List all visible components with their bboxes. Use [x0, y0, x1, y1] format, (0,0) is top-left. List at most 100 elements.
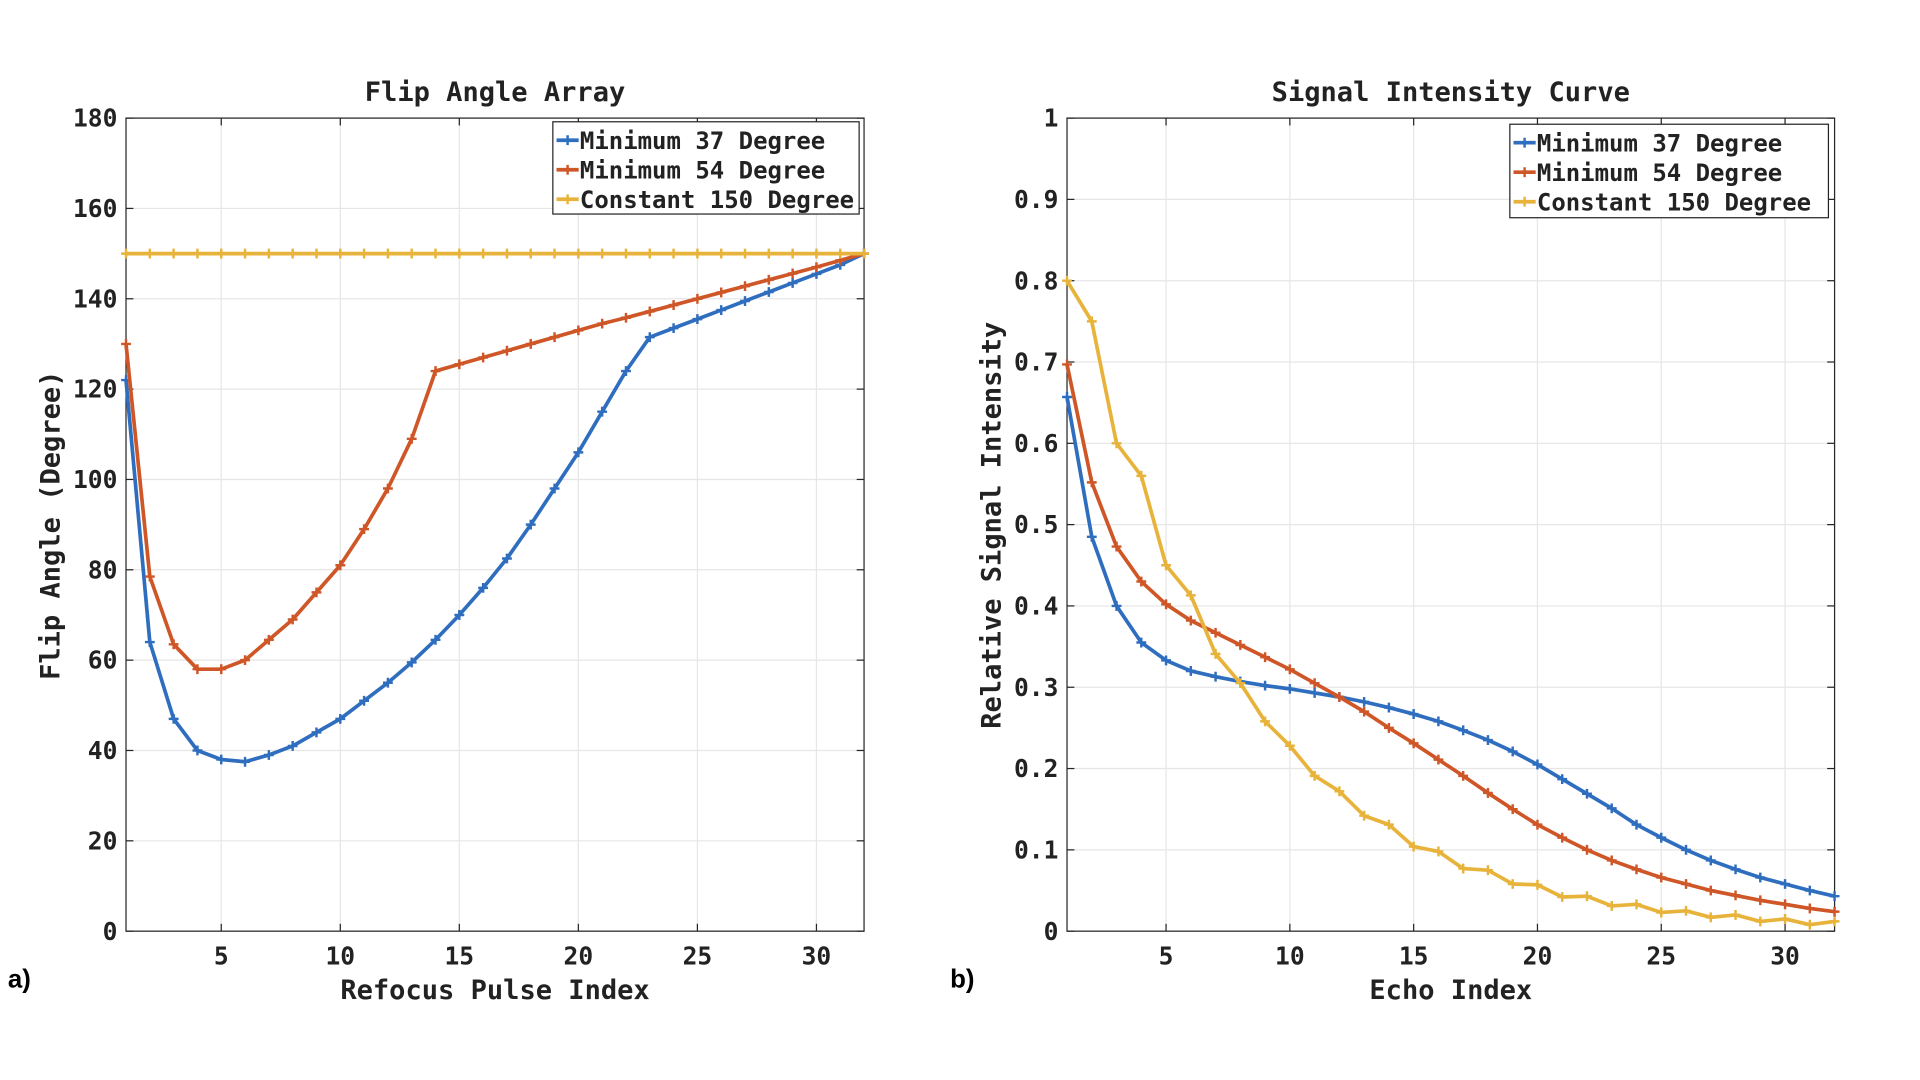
- data-point-marker: [692, 314, 703, 325]
- data-point-marker: [740, 281, 750, 292]
- data-point-marker: [1383, 819, 1394, 830]
- data-point-marker: [1284, 683, 1295, 694]
- legend-entry: Minimum 37 Degree: [1537, 129, 1782, 157]
- data-point-marker: [1210, 648, 1221, 659]
- data-point-marker: [1408, 709, 1419, 719]
- legend-marker: [1519, 196, 1530, 207]
- data-point-marker: [168, 248, 179, 259]
- legend-marker: [1519, 137, 1530, 148]
- y-tick-label: 80: [88, 555, 118, 584]
- data-point-marker: [1730, 864, 1741, 875]
- chart-2: 5 10 15 20 25 30 0 0.1 0.2 0.3 0.4 0.5 0.6 0.7 0.8 0.9 1…: [977, 77, 1840, 1006]
- y-axis-label: Flip Angle (Degree): [36, 371, 67, 680]
- data-point-marker: [1557, 832, 1568, 843]
- data-point-marker: [1458, 863, 1469, 874]
- data-point-marker: [478, 352, 489, 363]
- data-point-marker: [549, 248, 560, 259]
- data-point-marker: [1111, 601, 1122, 611]
- data-point-marker: [454, 359, 465, 370]
- data-point-marker: [335, 560, 346, 571]
- legend-entry: Minimum 54 Degree: [580, 156, 825, 184]
- data-point-marker: [835, 248, 846, 259]
- data-point-marker: [644, 248, 655, 259]
- y-tick-label: 0.1: [1014, 835, 1058, 864]
- data-point-marker: [668, 323, 679, 334]
- legend-marker: [562, 164, 573, 175]
- data-point-marker: [502, 345, 512, 356]
- data-point-marker: [1062, 392, 1072, 402]
- data-point-marker: [668, 248, 679, 259]
- data-point-marker: [406, 248, 417, 259]
- data-point-marker: [430, 366, 441, 376]
- data-point-marker: [144, 571, 155, 582]
- legend-entry: Constant 150 Degree: [580, 186, 854, 214]
- series-line: [1065, 279, 1835, 927]
- data-point-marker: [335, 713, 346, 724]
- data-point-marker: [1458, 725, 1469, 736]
- data-point-marker: [573, 447, 584, 458]
- series-minimum-37-degree: [1062, 392, 1840, 902]
- x-axis-label: Refocus Pulse Index: [340, 975, 649, 1006]
- data-point-marker: [763, 248, 774, 259]
- y-tick-label: 140: [73, 284, 117, 313]
- data-point-marker: [1433, 846, 1444, 857]
- data-point-marker: [1606, 803, 1617, 814]
- data-point-marker: [359, 524, 370, 535]
- data-point-marker: [1086, 316, 1097, 327]
- data-point-marker: [382, 248, 393, 259]
- data-point-marker: [216, 664, 227, 675]
- data-point-marker: [1062, 359, 1072, 370]
- data-point-marker: [287, 248, 298, 259]
- data-point-marker: [1705, 912, 1716, 923]
- legend-entry: Minimum 37 Degree: [580, 127, 825, 155]
- y-tick-label: 0.8: [1014, 266, 1058, 295]
- x-tick-label: 25: [683, 941, 713, 970]
- data-point-marker: [1829, 891, 1840, 902]
- data-point-marker: [1260, 652, 1271, 663]
- data-point-marker: [263, 634, 274, 645]
- x-axis-label: Echo Index: [1369, 975, 1532, 1006]
- x-tick-label: 5: [214, 941, 229, 970]
- data-point-marker: [1359, 810, 1370, 821]
- data-point-marker: [287, 741, 298, 751]
- y-tick-label: 0.7: [1014, 348, 1058, 377]
- data-point-marker: [240, 248, 250, 259]
- data-point-marker: [692, 248, 703, 259]
- data-point-marker: [1408, 841, 1419, 852]
- data-point-marker: [1359, 696, 1370, 707]
- data-point-marker: [454, 248, 465, 259]
- data-point-marker: [1730, 909, 1741, 920]
- data-point-marker: [1631, 819, 1642, 830]
- data-point-marker: [502, 553, 512, 564]
- series-line: [1065, 396, 1835, 898]
- data-point-marker: [787, 278, 798, 288]
- x-tick-label: 10: [325, 941, 355, 970]
- data-point-marker: [1210, 627, 1221, 638]
- data-point-marker: [1755, 916, 1766, 927]
- data-point-marker: [1408, 738, 1419, 749]
- y-tick-label: 180: [73, 104, 117, 133]
- data-point-marker: [1284, 664, 1295, 675]
- legend-entry: Minimum 54 Degree: [1537, 159, 1782, 187]
- data-point-marker: [1755, 895, 1766, 906]
- data-point-marker: [549, 332, 560, 343]
- data-point-marker: [1086, 477, 1097, 488]
- y-tick-label: 60: [88, 646, 118, 675]
- data-point-marker: [1483, 788, 1493, 798]
- y-tick-label: 40: [88, 736, 118, 765]
- series-line: [1065, 364, 1835, 914]
- data-point-marker: [168, 713, 179, 724]
- y-tick-label: 0.9: [1014, 185, 1058, 214]
- data-point-marker: [740, 296, 750, 306]
- data-point-marker: [716, 287, 727, 298]
- x-tick-label: 15: [445, 941, 475, 970]
- chart-title: Flip Angle Array: [365, 77, 626, 108]
- data-point-marker: [240, 756, 250, 767]
- y-tick-label: 0.2: [1014, 754, 1058, 783]
- data-point-marker: [621, 248, 631, 259]
- data-point-marker: [1656, 832, 1667, 843]
- data-point-marker: [1557, 892, 1568, 902]
- data-point-marker: [1334, 786, 1345, 797]
- y-tick-label: 160: [73, 194, 117, 223]
